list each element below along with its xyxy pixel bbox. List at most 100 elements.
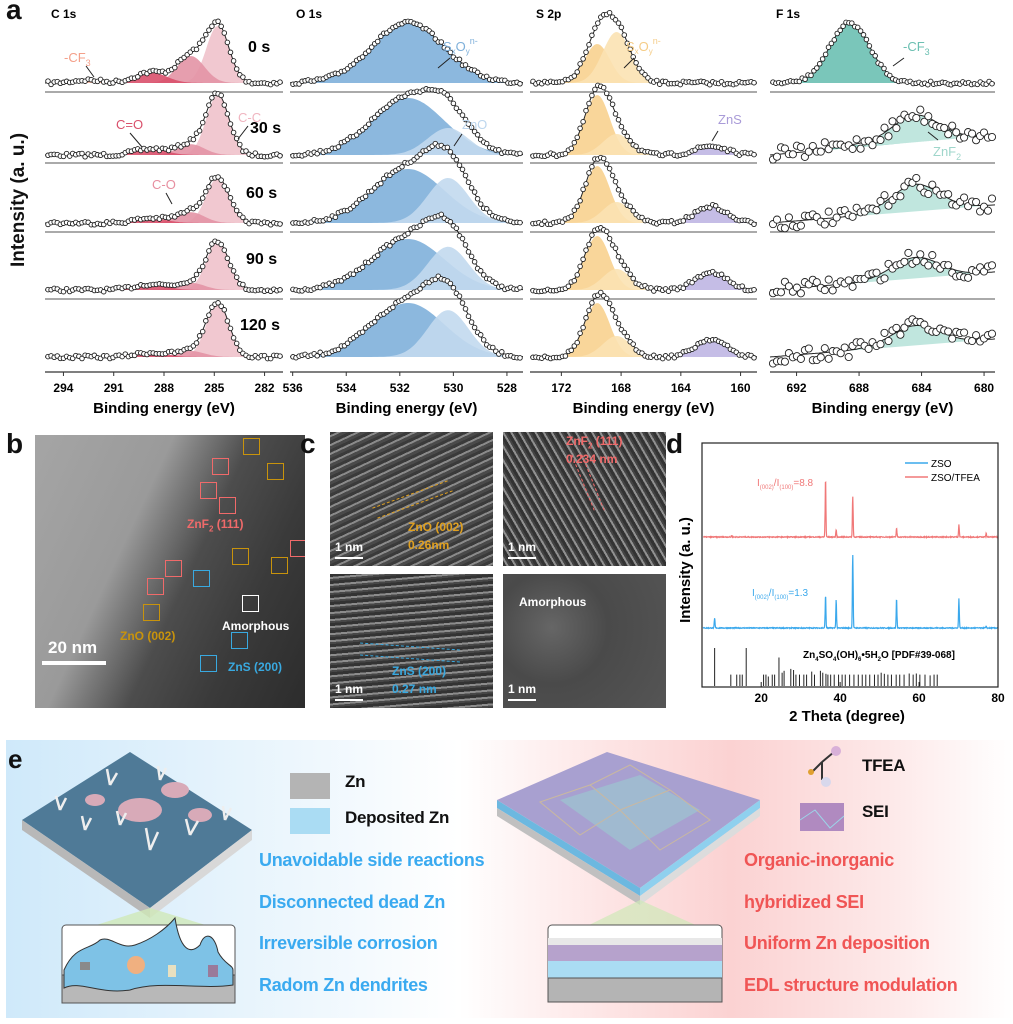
legend-label-zso-tfea: ZSO/TFEA <box>931 473 980 484</box>
xps-data-point <box>600 84 607 91</box>
xps-data-point <box>571 343 578 349</box>
xps-data-point <box>592 25 598 31</box>
sei-legend-swatch-pattern <box>799 809 845 829</box>
xps-data-point <box>968 336 977 346</box>
xps-data-point <box>960 328 969 337</box>
xps-data-point <box>615 253 622 260</box>
xps-data-point <box>880 191 889 200</box>
xps-data-point <box>857 28 864 34</box>
xps-data-point <box>233 66 240 72</box>
xps-data-point <box>577 125 583 132</box>
c-c-annotation: C-C <box>238 110 261 125</box>
xps-data-point <box>844 352 853 362</box>
xps-data-point <box>477 332 484 338</box>
xps-data-point <box>465 249 472 255</box>
xps-data-point <box>580 56 586 62</box>
xps-data-point <box>583 49 589 55</box>
xps-data-point <box>172 64 178 71</box>
xps-data-point <box>987 194 997 203</box>
xps-data-point <box>459 235 466 242</box>
xps-chart-2: S 2p 172 168 164 160 Binding energy (eV) <box>530 7 758 417</box>
s-sxoy-annotation: SxOyn- <box>626 36 661 56</box>
xps-data-point <box>390 304 396 311</box>
time-label: 0 s <box>248 39 270 56</box>
xps-data-point <box>580 256 586 263</box>
xps-data-point <box>350 61 357 67</box>
xps-data-point <box>606 235 613 242</box>
hrtem-znf2-image: ZnF2 (111) 0.234 nm 1 nm <box>503 432 666 566</box>
xps-data-point <box>624 333 631 340</box>
xps-data-point <box>751 221 757 228</box>
xps-data-point <box>568 347 575 354</box>
xps-data-point <box>438 211 445 218</box>
xps-data-point <box>796 354 805 363</box>
xps-data-point <box>474 132 481 138</box>
xps-data-point <box>920 117 929 126</box>
lattice-fringe-line <box>372 480 448 509</box>
xps-data-point <box>609 307 616 313</box>
xps-data-point <box>577 263 583 270</box>
xps-data-point <box>193 271 200 278</box>
xps-data-point <box>215 18 221 25</box>
xps-data-point <box>332 214 339 221</box>
xps-data-point <box>237 141 243 148</box>
panel-c-letter: c <box>300 428 316 459</box>
xps-data-point <box>462 62 469 68</box>
xps-data-point <box>780 224 789 233</box>
time-label: 90 s <box>246 251 277 268</box>
xps-data-point <box>468 319 475 325</box>
xps-data-point <box>456 56 463 63</box>
annotation-arrow <box>237 125 249 140</box>
xps-data-point <box>230 58 237 64</box>
xps-data-point <box>387 243 393 249</box>
xps-data-point <box>621 262 628 269</box>
peak-component <box>45 303 283 357</box>
xps-data-point <box>836 349 845 358</box>
xps-data-point <box>618 24 625 31</box>
x-tick-label: 688 <box>849 381 869 395</box>
xps-data-point <box>804 147 813 156</box>
xps-data-point <box>335 346 342 353</box>
xps-data-point <box>621 198 628 204</box>
xps-data-point <box>680 218 687 224</box>
xps-data-point <box>199 263 206 270</box>
bare-zn-cross-section <box>61 916 236 1004</box>
zns-region-box <box>200 655 217 672</box>
xps-data-point <box>831 37 838 43</box>
xps-data-point <box>517 219 523 226</box>
annotation-arrow <box>85 65 95 78</box>
xps-data-point <box>784 213 793 222</box>
xps-data-point <box>780 144 789 153</box>
xps-data-point <box>218 23 224 30</box>
xps-data-point <box>952 128 961 137</box>
xps-data-point <box>724 342 731 349</box>
lattice-fringe-line <box>360 654 460 663</box>
xps-data-point <box>227 325 234 332</box>
xps-data-point <box>814 65 820 71</box>
xps-data-point <box>612 245 619 251</box>
o-sxoy-annotation: SxOyn- <box>443 36 478 56</box>
xps-data-point <box>654 77 660 84</box>
xps-data-point <box>633 143 639 149</box>
xrd-series-zso-tfea <box>703 481 998 540</box>
c-o-annotation: C-O <box>152 177 176 192</box>
xps-data-point <box>880 274 889 283</box>
xps-data-point <box>960 133 969 142</box>
xps-data-point <box>904 248 913 257</box>
xps-data-point <box>571 73 578 79</box>
xps-data-point <box>227 262 234 269</box>
xps-data-point <box>615 116 622 123</box>
xps-data-point <box>864 344 873 353</box>
hrtem-amorphous-image: Amorphous 1 nm <box>503 574 666 708</box>
xps-data-point <box>776 288 786 297</box>
xps-data-point <box>820 286 829 295</box>
xps-data-point <box>199 37 206 43</box>
xps-data-point <box>193 203 200 209</box>
xps-data-point <box>580 118 586 125</box>
xps-data-point <box>624 266 631 273</box>
panel-a-letter: a <box>6 0 22 25</box>
xps-data-point <box>796 143 805 152</box>
xps-data-point <box>577 198 583 204</box>
xps-data-point <box>233 340 240 347</box>
xps-data-point <box>203 188 209 195</box>
